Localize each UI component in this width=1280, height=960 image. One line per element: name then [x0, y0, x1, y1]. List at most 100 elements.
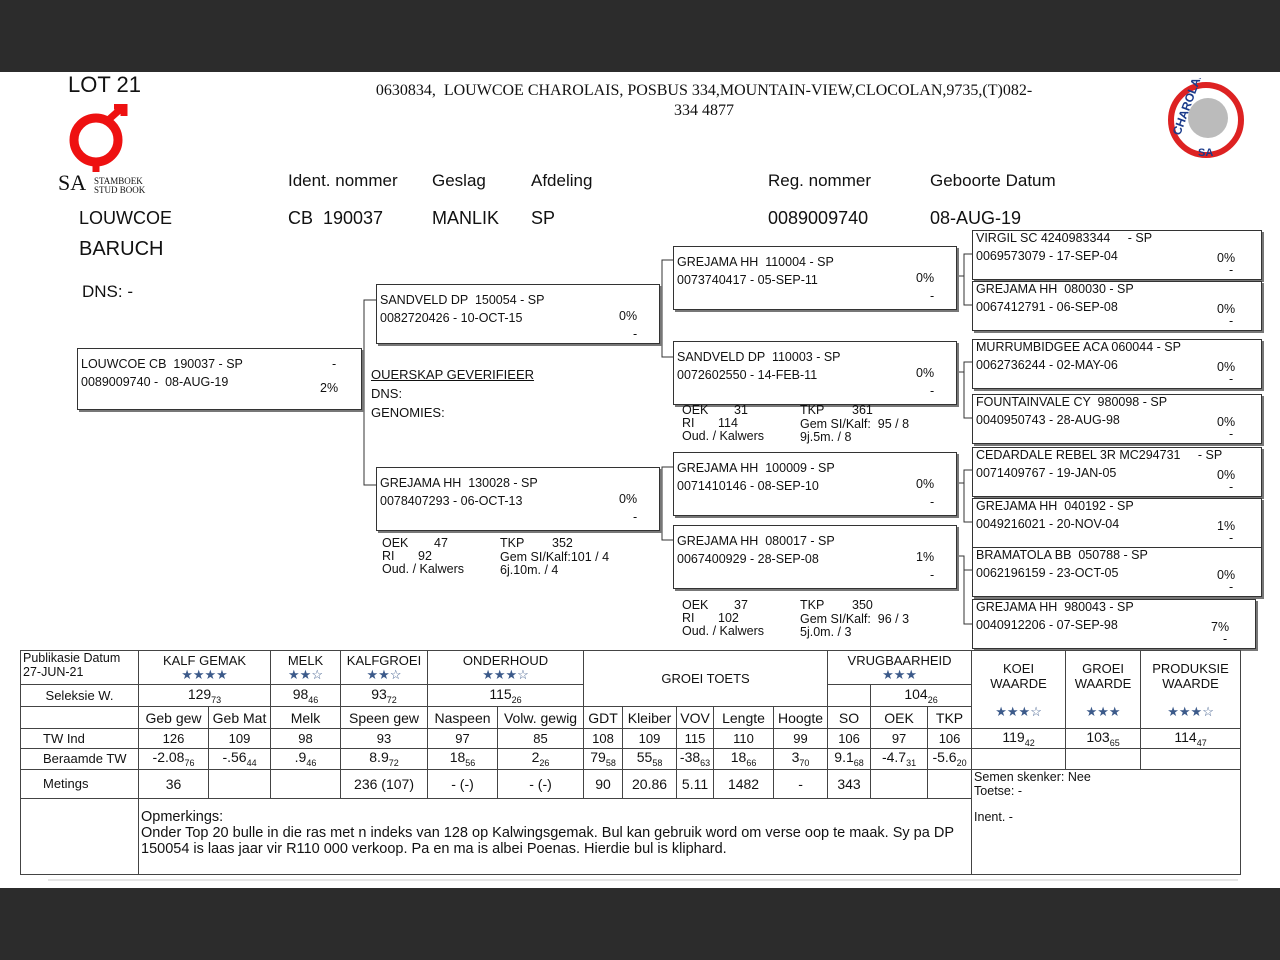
field-value: SP	[531, 208, 556, 228]
pedigree-box: GREJAMA HH 040192 - SP 0049216021 - 20-NO…	[972, 498, 1262, 548]
value: 97	[455, 730, 470, 746]
cell: 93	[340, 728, 429, 749]
cell: 1856	[427, 747, 499, 770]
stat: 102	[718, 611, 739, 625]
cell: Publikasie Datum 27-JUN-21	[20, 650, 139, 685]
reg-date: 0071409767 - 19-JAN-05	[976, 466, 1117, 480]
value: 97	[891, 730, 907, 746]
value: 1482	[727, 775, 760, 792]
accuracy: 58	[605, 758, 616, 769]
field-value: 0089009740	[768, 208, 869, 228]
cell: 5558	[622, 747, 678, 770]
pedigree-box: LOUWCOE CB 190037 - SP 0089009740 - 08-AU…	[77, 348, 362, 410]
percentage: 0%	[619, 492, 638, 506]
pedigree-box: GREJAMA HH 080017 - SP 0067400929 - 28-SE…	[673, 525, 957, 589]
value: -4.7	[881, 749, 907, 766]
value: -2.08	[152, 749, 185, 766]
pedigree-box: GREJAMA HH 080030 - SP 0067412791 - 06-SE…	[972, 281, 1262, 331]
cell: .946	[270, 747, 342, 770]
cell	[971, 747, 1067, 770]
cell: Hoogte	[773, 706, 829, 729]
stat: TKP	[800, 598, 825, 612]
cell: Opmerkings: Onder Top 20 bulle in die ras…	[137, 797, 973, 875]
value: 236 (107)	[354, 775, 414, 792]
row: Opmerkings: Onder Top 20 bulle in die ras…	[20, 797, 1241, 875]
animal-id: VIRGIL SC 4240983344 - SP	[976, 231, 1153, 245]
stat: OEK	[682, 403, 709, 417]
value: 115	[489, 686, 512, 703]
value: 343	[837, 775, 861, 792]
value: 108	[592, 730, 614, 746]
dash: -	[1229, 427, 1234, 441]
stat: 361	[852, 403, 873, 417]
percentage: 0%	[1217, 415, 1236, 429]
cell: 106	[827, 728, 872, 749]
cell: 126	[138, 728, 209, 749]
cell: 8.972	[340, 747, 429, 770]
percentage: 0%	[1217, 360, 1236, 374]
accuracy: 46	[306, 758, 317, 769]
verification: OUERSKAP GEVERIFIEER	[371, 367, 535, 382]
remarks-label: Opmerkings:	[141, 808, 224, 825]
cell: 97	[427, 728, 499, 749]
reg-date: 0062736244 - 02-MAY-06	[976, 358, 1118, 372]
cell: 9846	[270, 684, 342, 707]
verification: GENOMIES:	[371, 405, 445, 420]
pedigree-box: MURRUMBIDGEE ACA 060044 - SP 0062736244 -…	[972, 339, 1262, 389]
cell	[870, 768, 929, 799]
cell: -5.620	[927, 747, 973, 770]
results-table: Publikasie Datum 27-JUN-21 KALF GEMAK ★★★★ M…	[20, 650, 1242, 875]
value: 93	[376, 730, 392, 746]
stat: 6j.10m. / 4	[500, 563, 559, 577]
reg-date: 0082720426 - 10-OCT-15	[380, 311, 523, 325]
accuracy: 26	[927, 694, 938, 705]
value: 85	[533, 730, 548, 746]
cell: Geb Mat	[207, 706, 272, 729]
value: 114	[1174, 729, 1197, 745]
percentage: 1%	[1217, 519, 1236, 533]
field-label: Afdeling	[531, 171, 593, 190]
percentage: 1%	[916, 550, 935, 564]
value: 110	[733, 730, 754, 746]
cell: 110	[713, 728, 775, 749]
dash: -	[930, 495, 935, 509]
group-name: KALFGROEI	[346, 653, 422, 668]
field-label: Reg. nommer	[768, 171, 871, 190]
value: 126	[162, 730, 185, 746]
address: 334 4877	[674, 102, 734, 119]
animal-id: MURRUMBIDGEE ACA 060044 - SP	[976, 340, 1181, 354]
value: 106	[938, 730, 961, 746]
reg-date: 0049216021 - 20-NOV-04	[976, 517, 1120, 531]
cell: -.5644	[207, 747, 272, 770]
dash: -	[1229, 580, 1234, 594]
field-value: MANLIK	[432, 208, 500, 228]
cell: 36	[138, 768, 209, 799]
animal-id: FOUNTAINVALE CY 980098 - SP	[976, 395, 1168, 409]
value: 109	[638, 730, 661, 746]
cell: Seleksie W.	[20, 684, 139, 707]
pedigree-box: BRAMATOLA BB 050788 - SP 0062196159 - 23-…	[972, 547, 1262, 597]
cell: PRODUKSIE WAARDE ★★★☆	[1140, 650, 1242, 729]
stat: Gem SI/Kalf: 95 / 8	[800, 417, 910, 431]
accuracy: 66	[746, 758, 757, 769]
cell: 90	[583, 768, 624, 799]
cell: -2.0876	[138, 747, 209, 770]
stat: 31	[734, 403, 748, 417]
stat: Oud. / Kalwers	[682, 624, 764, 638]
group-name: KALF GEMAK	[162, 653, 247, 668]
cell: KALF GEMAK ★★★★	[137, 650, 272, 685]
value: .9	[294, 749, 307, 766]
animal-name: BARUCH	[79, 238, 164, 260]
cell: Lengte	[713, 706, 775, 729]
accuracy: 72	[386, 694, 397, 705]
value: 2	[531, 749, 540, 766]
cell: 115	[676, 728, 715, 749]
cell	[270, 768, 342, 799]
cell: Kleiber	[622, 706, 678, 729]
dash: -	[1229, 263, 1234, 277]
cell: SO	[827, 706, 872, 729]
value: 8.9	[369, 749, 389, 766]
stat: Gem SI/Kalf:101 / 4	[500, 550, 610, 564]
stat: Oud. / Kalwers	[682, 429, 764, 443]
logo-text: SA	[1198, 147, 1213, 159]
